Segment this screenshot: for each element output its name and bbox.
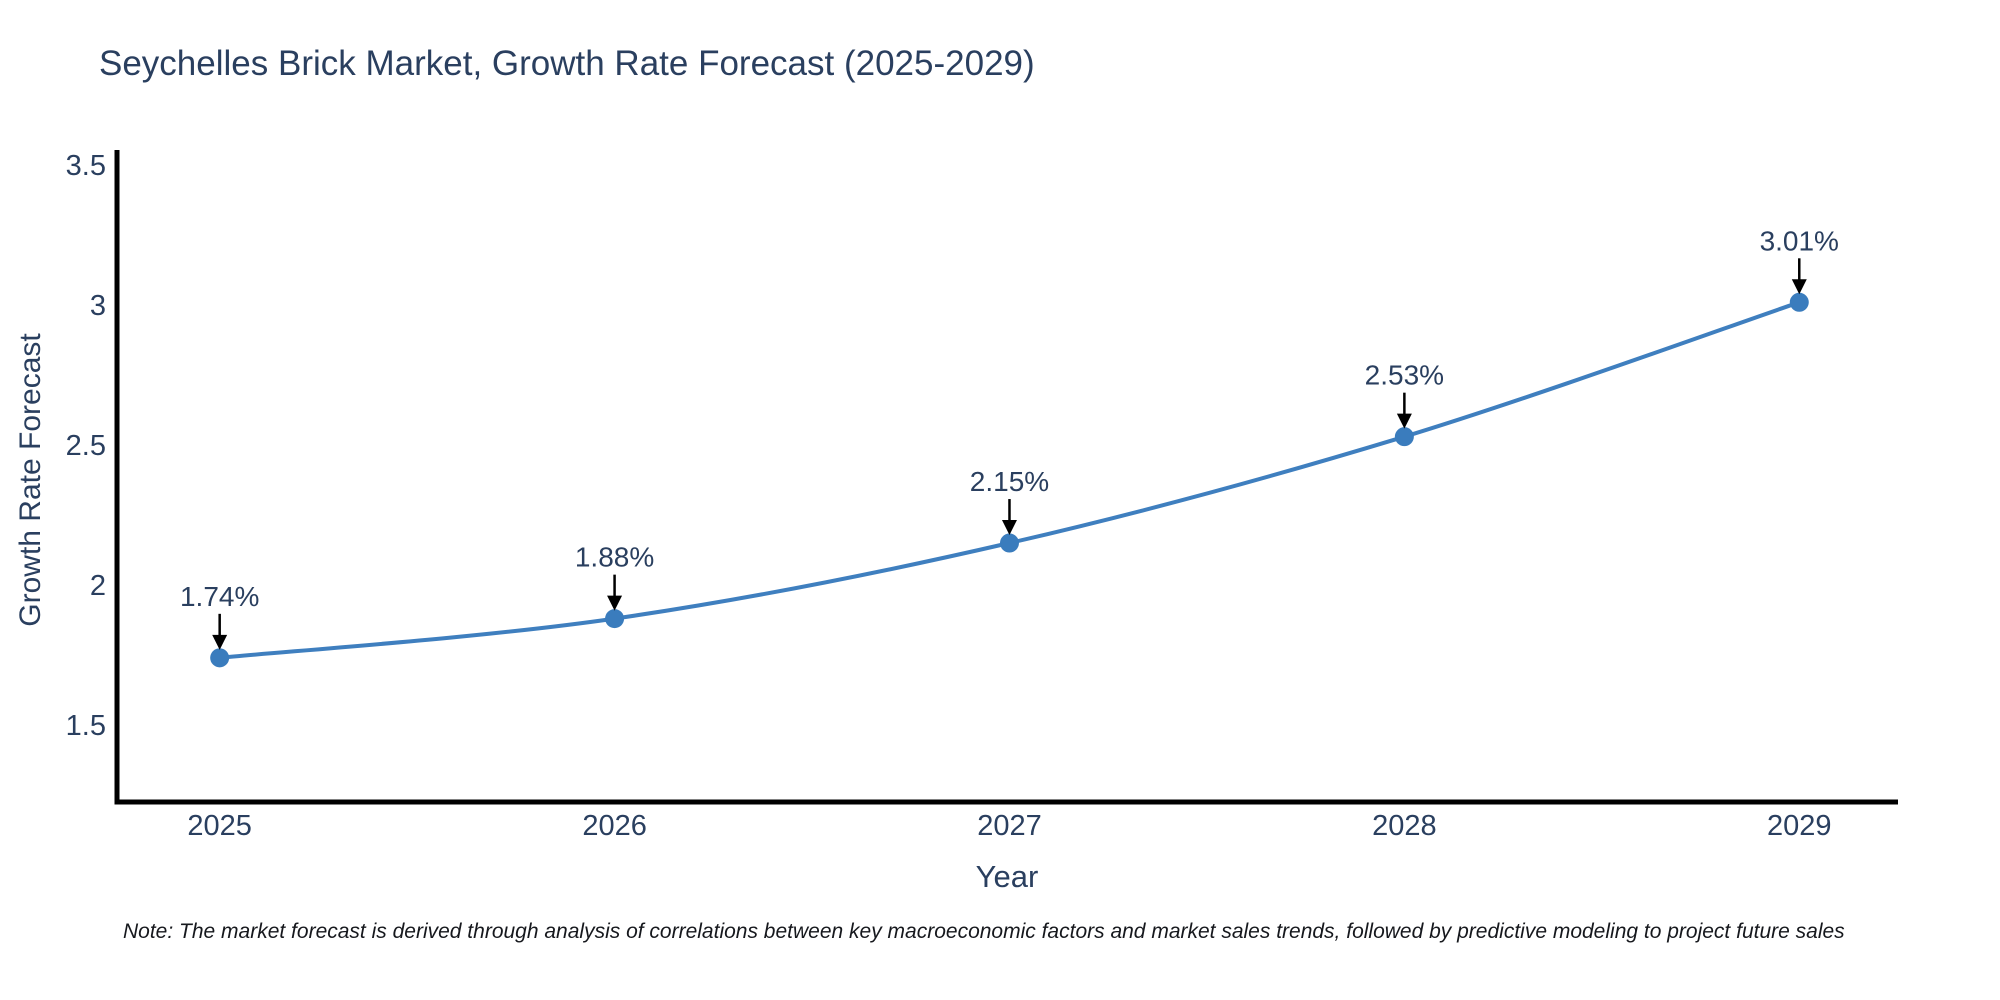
y-tick-label: 2.5 [66, 430, 106, 462]
point-annotation-label: 1.74% [180, 581, 259, 612]
point-annotation-label: 1.88% [575, 542, 654, 573]
data-point-marker [210, 648, 230, 668]
x-tick-label: 2028 [1372, 810, 1437, 842]
x-axis-title: Year [976, 859, 1039, 894]
annotation-arrowhead [607, 595, 623, 611]
x-tick-label: 2025 [187, 810, 252, 842]
point-annotation: 2.53% [1365, 360, 1444, 429]
x-tick-label: 2027 [977, 810, 1042, 842]
annotation-arrowhead [1396, 413, 1412, 429]
data-point-marker [1394, 427, 1414, 447]
y-axis-title: Growth Rate Forecast [14, 333, 47, 627]
annotation-layer: 1.74% 1.88% 2.15% 2.53% 3.01% [180, 225, 1839, 650]
data-point-marker [1789, 292, 1809, 312]
point-annotation-label: 3.01% [1760, 225, 1839, 256]
y-tick-label: 3 [90, 290, 106, 322]
point-annotation-label: 2.53% [1365, 360, 1444, 391]
y-tick-label: 1.5 [66, 710, 106, 742]
chart-title: Seychelles Brick Market, Growth Rate For… [99, 44, 1035, 83]
data-point-marker [999, 533, 1019, 553]
footnote: Note: The market forecast is derived thr… [123, 920, 1845, 943]
point-annotation-label: 2.15% [970, 466, 1049, 497]
x-tick-label: 2029 [1767, 810, 1832, 842]
y-tick-label: 2 [90, 570, 106, 602]
series-layer [210, 292, 1809, 668]
annotation-arrowhead [1001, 520, 1017, 536]
point-annotation: 2.15% [970, 466, 1049, 536]
point-annotation: 1.88% [575, 542, 654, 611]
x-tick-label: 2026 [582, 810, 647, 842]
point-annotation: 3.01% [1760, 225, 1839, 295]
axes-layer: 1.5 2 2.5 3 3.5 2025 2026 2027 2028 2029 [66, 150, 1898, 842]
annotation-arrowhead [212, 634, 228, 650]
y-tick-label: 3.5 [66, 150, 106, 182]
point-annotation: 1.74% [180, 581, 259, 650]
annotation-arrowhead [1791, 279, 1807, 295]
data-point-marker [605, 609, 625, 629]
